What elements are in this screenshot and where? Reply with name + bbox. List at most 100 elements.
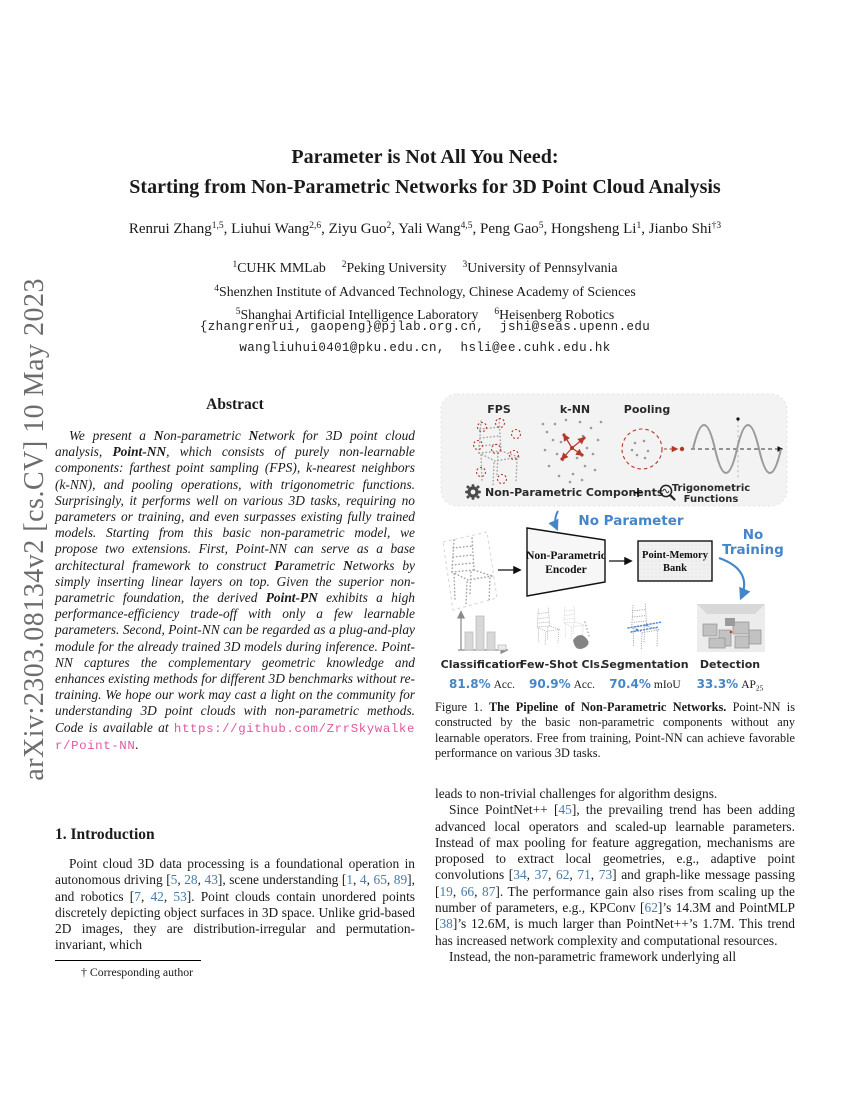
text-run: , [366, 872, 374, 888]
text-run: ], scene understanding [ [217, 872, 347, 888]
body-paragraph: Instead, the non-parametric framework un… [435, 949, 795, 965]
text-run: Shenzhen Institute of Advanced Technolog… [219, 283, 636, 299]
author-list: Renrui Zhang1,5, Liuhui Wang2,6, Ziyu Gu… [0, 221, 850, 238]
citation-link[interactable]: 38 [439, 916, 453, 932]
affiliation-line: 5Shanghai Artificial Intelligence Labora… [0, 302, 850, 326]
superscript: 2 [386, 221, 392, 231]
citation-link[interactable]: 7 [134, 888, 141, 904]
citation-link[interactable]: 65 [373, 872, 387, 888]
text-run: Shanghai Artificial Intelligence Laborat… [240, 307, 479, 322]
text-run: Instead, the non-parametric framework un… [449, 948, 737, 964]
text-run: , [590, 867, 599, 883]
superscript: 1 [636, 221, 642, 231]
citation-link[interactable]: 19 [439, 883, 453, 899]
no-training-label-2: Training [722, 542, 784, 558]
text-run: We present a [69, 428, 154, 443]
abstract-text: We present a Non-parametric Network for … [55, 428, 415, 754]
title-line-1: Parameter is Not All You Need: [291, 146, 559, 168]
affiliation-line: 1CUHK MMLab 2Peking University 3University… [0, 255, 850, 279]
text-run: , [163, 888, 174, 904]
citation-link[interactable]: 1 [346, 872, 354, 888]
affiliation-line: 4Shenzhen Institute of Advanced Technolo… [0, 279, 850, 303]
superscript: 2,6 [309, 221, 322, 231]
text-run: , [452, 883, 461, 899]
citation-link[interactable]: 66 [460, 883, 475, 899]
author-emails: {zhangrenrui, gaopeng}@pjlab.org.cn, jsh… [0, 317, 850, 359]
gear-icon [465, 484, 481, 500]
bold-text: N [153, 428, 164, 443]
superscript: †3 [711, 221, 722, 231]
non-parametric-encoder-box: Non-Parametric Encoder [526, 527, 606, 597]
code-link[interactable]: https://github.com/ZrrSkywalker/Point-NN [55, 721, 415, 753]
task-label-segmentation: Segmentation [601, 658, 688, 671]
text-run: Heisenberg Robotics [499, 307, 615, 322]
no-parameter-arrow-icon [548, 510, 559, 532]
superscript: 5 [538, 221, 544, 231]
task-label-detection: Detection [700, 658, 760, 671]
citation-link[interactable]: 73 [598, 867, 613, 883]
text-run: , [140, 888, 151, 904]
citation-link[interactable]: 4 [359, 872, 367, 888]
bold-text: Point-NN [112, 444, 167, 460]
bank-label-2: Bank [663, 563, 687, 574]
superscript: 1 [232, 260, 238, 270]
citation-link[interactable]: 89 [393, 872, 408, 888]
no-parameter-label: No Parameter [578, 513, 684, 529]
citation-link[interactable]: 62 [556, 867, 570, 883]
text-run: ]’s 12.6M, is much larger than PointNet+… [435, 916, 795, 948]
bold-text: The Pipeline of Non-Parametric Networks. [488, 700, 727, 714]
text-run: ], the prevailing trend has been adding … [435, 802, 795, 883]
section-heading-introduction: 1. Introduction [55, 826, 155, 843]
text-run: , Jianbo Shi [641, 221, 712, 237]
point-memory-bank-box: Point-Memory Bank [637, 540, 713, 582]
text-run: on-parametric [163, 428, 249, 443]
title-line-2: Starting from Non-Parametric Networks fo… [129, 176, 721, 198]
figure-1: FPS k-NN Pooling [435, 392, 795, 699]
email-line: wangliuhui0401@pku.edu.cn, hsli@ee.cuhk.… [239, 341, 611, 355]
affiliations: 1CUHK MMLab 2Peking University 3University… [0, 255, 850, 326]
text-run: , [526, 867, 535, 883]
text-run: , Ziyu Guo [321, 221, 387, 237]
text-run: , [474, 883, 482, 899]
citation-link[interactable]: 37 [534, 867, 549, 883]
citation-link[interactable]: 71 [577, 867, 591, 883]
text-run: , [548, 867, 557, 883]
figure-1-graphic: FPS k-NN Pooling [440, 393, 788, 693]
text-run: , [197, 872, 205, 888]
no-training-label-1: No [743, 527, 764, 543]
task-label-classification: Classification [441, 658, 524, 671]
task-label-fewshot: Few-Shot Cls. [520, 658, 604, 671]
text-run: arametric [282, 557, 344, 573]
text-run: ]’s 14.3M and PointMLP [ [435, 900, 796, 932]
citation-link[interactable]: 53 [173, 888, 187, 904]
tasks-row: Classification Few-Shot Cls. Segmentatio… [441, 603, 765, 693]
text-run: . [135, 736, 139, 752]
superscript: 6 [494, 307, 500, 317]
footnote-rule [55, 960, 201, 961]
paper-title: Parameter is Not All You Need: Starting … [0, 142, 850, 202]
input-chair-icon [442, 531, 498, 611]
citation-link[interactable]: 43 [204, 872, 218, 888]
right-column-text: leads to non-trivial challenges for algo… [435, 786, 795, 965]
sine-wave-icon [691, 417, 784, 480]
magnifier-icon [659, 484, 676, 501]
superscript: 3 [462, 260, 468, 270]
citation-link[interactable]: 87 [482, 883, 496, 899]
superscript: 4,5 [460, 221, 473, 231]
text-run: Since PointNet++ [ [449, 802, 559, 818]
bold-text: N [343, 557, 353, 573]
citation-link[interactable]: 5 [170, 872, 178, 888]
text-run: , Yali Wang [391, 221, 461, 237]
citation-link[interactable]: 28 [184, 872, 198, 888]
text-run: , Hongsheng Li [543, 221, 637, 237]
text-run: etworks by simply inserting linear layer… [55, 557, 415, 606]
citation-link[interactable]: 45 [558, 802, 572, 818]
pipeline-row: No Parameter Non-Parametric Encoder Poin… [442, 510, 784, 611]
body-paragraph: Since PointNet++ [45], the prevailing tr… [435, 802, 795, 949]
citation-link[interactable]: 42 [150, 888, 164, 904]
citation-link[interactable]: 34 [513, 867, 527, 883]
citation-link[interactable]: 62 [644, 900, 658, 916]
text-run: Renrui Zhang [128, 221, 212, 237]
email-line: {zhangrenrui, gaopeng}@pjlab.org.cn, jsh… [199, 320, 651, 334]
